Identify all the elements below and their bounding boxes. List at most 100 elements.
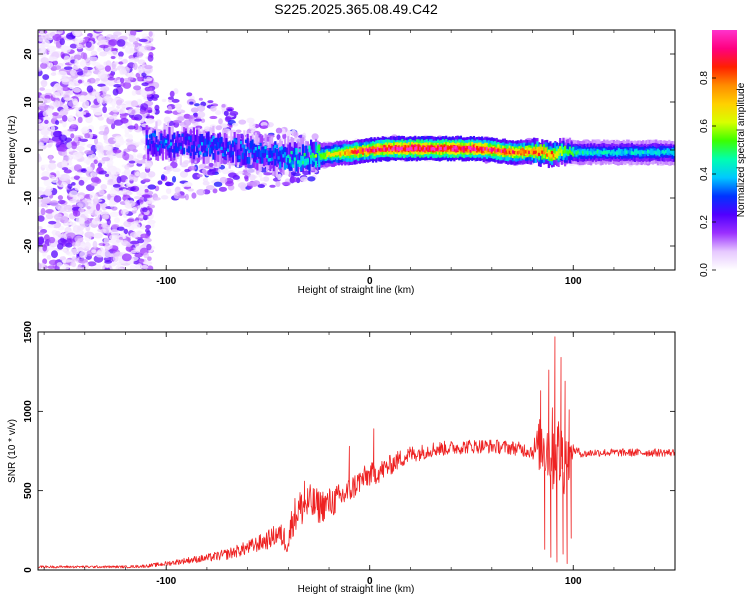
snr-series-line <box>38 336 675 569</box>
spectrogram-ridge-cell <box>550 150 554 155</box>
spectrogram-cell <box>189 101 194 105</box>
spectrogram-ridge-cell <box>310 154 313 159</box>
spectrogram-ridge-cell <box>440 146 443 151</box>
spectrogram-cell <box>148 31 153 37</box>
spectrogram-ridge-cell <box>489 147 492 152</box>
spectrogram-cell <box>70 123 77 129</box>
spectrogram-ridge-cell <box>593 151 596 155</box>
spectrogram-cell <box>61 159 68 167</box>
spectrogram-ridge-cell <box>495 148 498 153</box>
spectrogram-cell <box>48 162 57 170</box>
spectrogram-cell <box>177 116 185 122</box>
spectrogram-cell <box>57 199 66 205</box>
spectrogram-ridge-cell <box>246 156 249 164</box>
spectrogram-cell <box>109 199 114 208</box>
spectrogram-cell <box>176 106 182 113</box>
spectrogram-y-ticks: -20 -10 0 10 20 <box>23 48 675 253</box>
spectrogram-ridge-cell <box>606 150 609 155</box>
spectrogram-ridge-cell <box>464 147 467 152</box>
spectrogram-cell <box>110 67 118 72</box>
spectrogram-ridge-cell <box>368 147 371 151</box>
spectrogram-cell <box>61 114 68 122</box>
spectrogram-cell <box>198 97 203 101</box>
spectrogram-cell <box>66 142 72 149</box>
spectrogram-cell <box>188 165 197 171</box>
spectrogram-ridge-cell <box>222 146 225 159</box>
spectrogram-cell <box>44 94 51 100</box>
spectrogram-ridge-cell <box>207 131 210 144</box>
spectrogram-cell <box>232 122 239 127</box>
spectrogram-ridge-cell <box>163 139 166 147</box>
spectrogram-cell <box>80 127 90 134</box>
spectrogram-ridge-cell <box>197 144 200 148</box>
spectrogram-cell <box>60 173 71 182</box>
spectrogram-ridge-cell <box>270 150 274 158</box>
spectrogram-cell <box>106 159 114 166</box>
spectrogram-ridge-cell <box>275 144 279 149</box>
spectrogram-cell <box>75 240 81 247</box>
spectrogram-ridge-cell <box>165 139 168 144</box>
spectrogram-ridge-cell <box>401 146 404 151</box>
spectrogram-ridge-cell <box>285 147 288 160</box>
spectrogram-ridge-cell <box>202 136 205 148</box>
spectrogram-cell <box>110 62 117 69</box>
spectrogram-cell <box>130 187 135 192</box>
spectrogram-ridge-cell <box>300 159 303 172</box>
spectrogram-ridge-cell <box>451 147 454 152</box>
spectrogram-ridge-cell <box>150 142 153 155</box>
spectrogram-ridge-cell <box>168 127 171 145</box>
spectrogram-ridge-cell <box>542 144 546 156</box>
spectrogram-ridge-cell <box>575 151 578 155</box>
spectrogram-ridge-cell <box>257 147 261 159</box>
spectrogram-ridge-cell <box>287 154 290 159</box>
spectrogram-ridge-cell <box>292 152 295 164</box>
spectrogram-ridge-cell <box>656 149 660 154</box>
spectrogram-cell <box>261 125 269 129</box>
snr-panel: -100 0 100 0 500 1000 1500 Height of straight… <box>7 320 676 595</box>
spectrogram-cell <box>281 181 291 186</box>
spectrogram-cell <box>114 217 120 224</box>
spectrogram-ridge-cell <box>148 134 152 138</box>
spectrogram-cell <box>92 91 101 96</box>
spectrogram-cell <box>190 107 199 113</box>
spectrogram-cell <box>94 264 101 270</box>
spectrogram-cell <box>78 94 87 103</box>
spectrogram-ridge-cell <box>251 154 254 158</box>
spectrogram-ridge-cell <box>508 150 511 155</box>
spectrogram-ridge-cell <box>187 134 191 146</box>
spectrogram-ridge-cell <box>586 151 590 155</box>
spectrogram-cell <box>129 231 139 238</box>
spectrogram-ridge-cell <box>223 133 226 151</box>
spectrogram-cell <box>38 119 42 123</box>
spectrogram-ridge-cell <box>184 138 187 145</box>
spectrogram-cell <box>210 105 217 112</box>
spectrogram-ridge-cell <box>244 139 248 143</box>
spectrogram-ridge-cell <box>228 141 231 145</box>
spectrogram-ridge-cell <box>217 151 220 155</box>
spectrogram-cell <box>228 172 237 178</box>
spectrogram-ridge-cell <box>220 146 223 164</box>
spectrogram-cell <box>79 251 88 259</box>
spectrogram-ridge-cell <box>552 154 555 158</box>
spectrogram-ridge-cell <box>169 142 173 146</box>
spectrogram-cell <box>52 92 61 99</box>
spectrogram-ridge-cell <box>311 142 314 160</box>
spectrogram-cell <box>105 60 112 67</box>
spectrogram-cell <box>227 108 233 112</box>
spectrogram-cell <box>106 150 114 156</box>
spectrogram-cell <box>139 196 144 204</box>
spectrogram-ridge-cell <box>601 151 604 155</box>
spectrogram-cell <box>46 144 52 148</box>
spectrogram-cell <box>88 56 98 62</box>
spectrogram-ridge-cell <box>560 149 563 154</box>
spectrogram-cell <box>218 186 227 192</box>
spectrogram-ridge-cell <box>461 146 464 151</box>
spectrogram-ridge-cell <box>515 148 518 155</box>
spectrogram-cell <box>74 58 79 66</box>
spectrogram-cell <box>133 195 142 200</box>
spectrogram-ridge-cell <box>433 147 436 152</box>
snr-frame <box>37 331 676 571</box>
spectrogram-ridge-cell <box>412 146 415 150</box>
spectrogram-ridge-cell <box>233 144 236 152</box>
spectrogram-cell <box>94 112 103 116</box>
